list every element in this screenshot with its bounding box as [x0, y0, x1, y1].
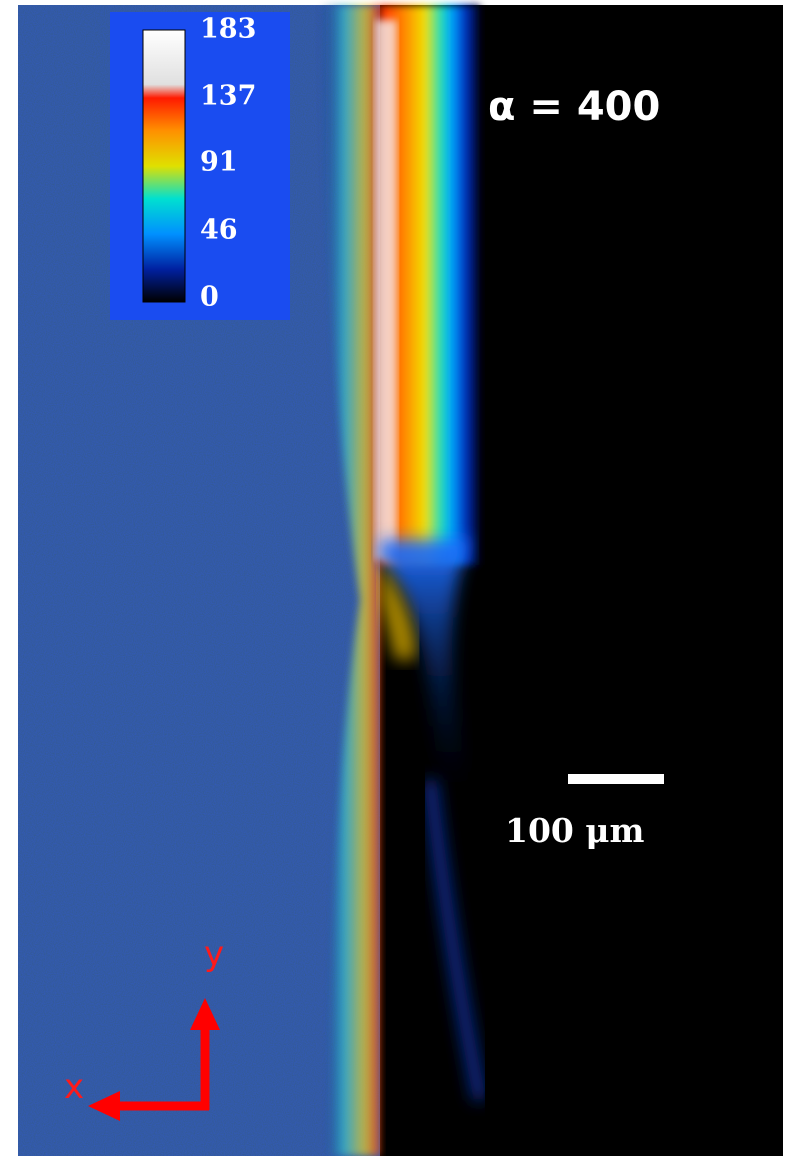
- scale-bar: [568, 774, 664, 784]
- plume: [320, 5, 487, 1156]
- scale-bar-label: 100 μm: [505, 811, 645, 850]
- colorbar-tick: 0: [200, 282, 219, 313]
- colorbar-panel: [110, 12, 290, 320]
- colorbar: [142, 29, 186, 303]
- axes-indicator: [88, 998, 220, 1121]
- colorbar-tick: 137: [200, 81, 256, 112]
- colorbar-tick: 46: [200, 215, 238, 246]
- y-axis-label: y: [204, 934, 224, 974]
- parameter-label: α = 400: [488, 84, 660, 130]
- colorbar-tick: 91: [200, 147, 238, 178]
- x-axis-label: x: [64, 1067, 84, 1107]
- colorbar-tick: 183: [200, 14, 256, 45]
